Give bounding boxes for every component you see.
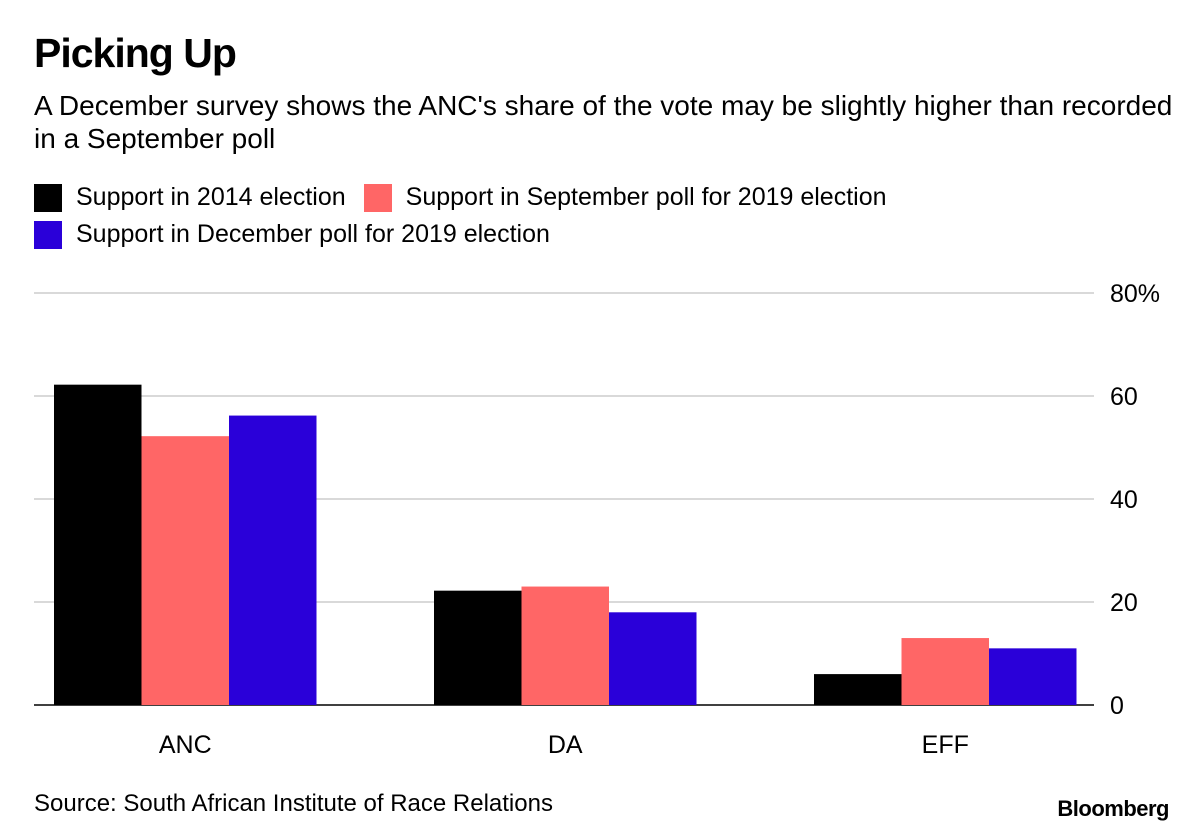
legend-item-december: Support in December poll for 2019 electi…: [34, 220, 550, 249]
x-tick-label-da: DA: [548, 731, 583, 759]
bar-da-series-2: [609, 612, 697, 705]
bar-anc-series-0: [54, 384, 142, 705]
bar-anc-series-1: [141, 436, 229, 705]
y-axis-ticks: 0 20 40 60 80%: [1110, 280, 1160, 720]
bar-eff-series-1: [901, 638, 989, 705]
legend: Support in 2014 election Support in Sept…: [34, 179, 1174, 253]
bar-eff-series-2: [989, 648, 1077, 705]
bloomberg-logo: Bloomberg: [1057, 796, 1169, 821]
bar-anc-series-2: [229, 415, 317, 705]
legend-swatch-2014: [34, 183, 62, 212]
y-tick-label-40: 40: [1110, 486, 1138, 514]
bar-da-series-1: [521, 586, 609, 705]
chart-title: Picking Up: [34, 30, 237, 76]
legend-row-2: Support in December poll for 2019 electi…: [34, 216, 1174, 253]
bar-chart: 0 20 40 60 80% ANC DA EFF: [34, 280, 1160, 759]
x-tick-label-eff: EFF: [922, 731, 969, 759]
x-tick-label-anc: ANC: [159, 731, 212, 759]
legend-item-september: Support in September poll for 2019 elect…: [363, 183, 887, 212]
legend-swatch-september: [363, 183, 392, 212]
y-tick-label-60: 60: [1110, 383, 1138, 411]
source-note: Source: South African Institute of Race …: [34, 790, 553, 817]
legend-row-1: Support in 2014 election Support in Sept…: [34, 179, 1174, 216]
bar-eff-series-0: [814, 674, 902, 705]
legend-label-2014: Support in 2014 election: [76, 183, 346, 211]
y-tick-label-20: 20: [1110, 589, 1138, 617]
bars: [54, 384, 1077, 705]
bar-da-series-0: [434, 590, 522, 705]
legend-label-september: Support in September poll for 2019 elect…: [405, 183, 887, 211]
legend-label-december: Support in December poll for 2019 electi…: [76, 220, 550, 248]
y-tick-label-0: 0: [1110, 692, 1124, 720]
legend-item-2014: Support in 2014 election: [34, 183, 346, 212]
chart-subtitle: A December survey shows the ANC's share …: [34, 90, 1173, 154]
y-tick-label-80: 80%: [1110, 280, 1160, 308]
legend-swatch-december: [34, 220, 62, 249]
x-axis-ticks: ANC DA EFF: [159, 731, 969, 759]
